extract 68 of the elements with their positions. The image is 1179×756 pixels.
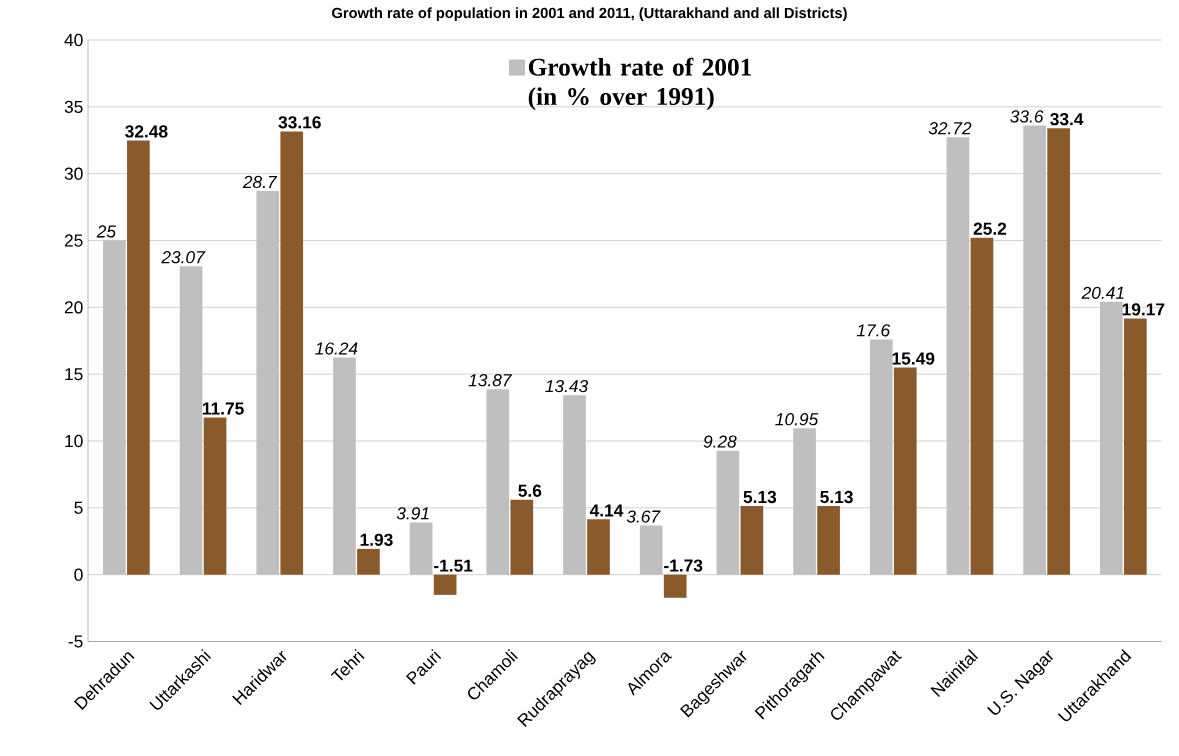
data-label: 1.93 <box>360 533 393 546</box>
bar <box>563 395 586 575</box>
bar <box>357 548 380 575</box>
bar <box>639 525 663 575</box>
data-label: 19.17 <box>1122 303 1165 316</box>
chart-title: Growth rate of population in 2001 and 2011, (Uttarakhand and all Districts) <box>332 7 847 21</box>
bar <box>510 499 534 575</box>
bar <box>716 450 740 575</box>
bar <box>893 367 917 575</box>
bar <box>256 190 280 575</box>
data-label: 33.16 <box>278 116 321 129</box>
bar <box>127 140 150 575</box>
data-label: 16.24 <box>315 342 358 355</box>
data-label: 25.2 <box>973 222 1007 235</box>
y-tick-label: 15 <box>65 368 83 381</box>
bar <box>817 506 840 575</box>
bar <box>1099 301 1123 575</box>
data-label: 25 <box>96 225 117 238</box>
y-tick-label: 25 <box>64 234 83 247</box>
bar <box>970 237 994 575</box>
data-label: 5.6 <box>518 484 542 497</box>
data-label: 33.4 <box>1050 112 1084 126</box>
data-label: 33.6 <box>1010 110 1044 123</box>
y-tick-label: 30 <box>64 167 83 180</box>
data-label: 23.07 <box>161 251 206 264</box>
bar <box>433 574 457 595</box>
data-label: 20.41 <box>1081 286 1124 299</box>
bar <box>333 357 356 575</box>
data-label: 32.48 <box>125 125 168 138</box>
bar <box>587 519 610 575</box>
y-tick-label: 10 <box>65 434 83 448</box>
data-label: 10.95 <box>775 413 819 426</box>
bar <box>280 131 304 575</box>
data-label: 4.14 <box>589 504 624 517</box>
data-label: 11.75 <box>202 402 244 415</box>
bar <box>409 522 433 575</box>
data-label: 3.67 <box>626 510 661 523</box>
data-label: -1.51 <box>434 559 473 572</box>
bar <box>203 417 227 575</box>
bar <box>869 339 893 575</box>
data-label: 32.72 <box>928 122 972 135</box>
data-label: 13.43 <box>545 379 589 393</box>
bar <box>486 389 510 575</box>
bar <box>103 240 126 575</box>
data-label: 3.91 <box>396 507 429 520</box>
bar <box>179 266 203 575</box>
data-label: 28.7 <box>242 175 278 189</box>
bar <box>663 574 687 598</box>
data-label: 17.6 <box>856 324 891 337</box>
data-label: -1.73 <box>664 559 703 572</box>
bar <box>1047 128 1070 575</box>
data-label: 13.87 <box>468 373 513 387</box>
data-label: 5.13 <box>820 490 853 504</box>
data-label: 15.49 <box>892 352 935 365</box>
data-label: 5.13 <box>743 490 777 504</box>
bar <box>740 506 764 575</box>
y-tick-label: 0 <box>74 568 83 581</box>
bar <box>1123 318 1147 575</box>
legend-label: Growth rate of 2001 (in % over 1991) <box>528 57 752 111</box>
y-tick-label: 20 <box>64 301 83 314</box>
y-tick-label: 5 <box>74 501 83 514</box>
bar <box>1023 125 1046 575</box>
bar <box>946 137 970 575</box>
y-tick-label: -5 <box>68 635 83 648</box>
y-tick-label: 35 <box>64 100 83 113</box>
data-label: 9.28 <box>703 435 737 448</box>
y-tick-label: 40 <box>64 33 83 47</box>
bar <box>793 428 816 575</box>
